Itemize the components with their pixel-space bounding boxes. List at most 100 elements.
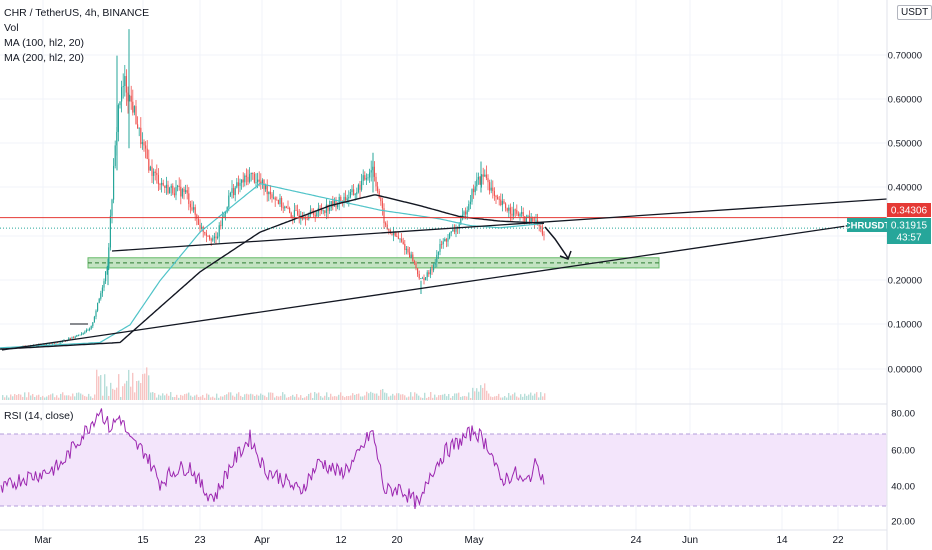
candle-body <box>210 238 212 241</box>
candle-body <box>330 201 332 208</box>
volume-bar <box>124 383 126 400</box>
currency-unit-button[interactable]: USDT <box>897 5 932 20</box>
candle-body <box>361 180 363 190</box>
candle-body <box>441 244 443 245</box>
candle-body <box>329 207 331 211</box>
candle-body <box>356 192 358 195</box>
candle-body <box>375 176 377 187</box>
candle-body <box>306 218 308 220</box>
volume-bar <box>448 394 450 400</box>
volume-bar <box>72 393 74 400</box>
candle-body <box>516 210 518 214</box>
time-tick-label: Apr <box>254 535 270 546</box>
volume-bar <box>44 397 46 400</box>
rsi-title[interactable]: RSI (14, close) <box>4 410 74 422</box>
candle-body <box>82 333 84 335</box>
last-price-tag: 0.34306 <box>891 206 928 217</box>
candle-body <box>253 174 255 183</box>
indicator-vol[interactable]: Vol <box>4 22 19 34</box>
candle-body <box>394 231 396 236</box>
candle-body <box>493 191 495 196</box>
candle-body <box>50 343 52 344</box>
candle-body <box>117 105 119 132</box>
symbol-title[interactable]: CHR / TetherUS, 4h, BINANCE <box>4 7 150 19</box>
candle-body <box>362 175 364 181</box>
volume-bar <box>486 390 488 400</box>
time-tick-label: Jun <box>682 535 698 546</box>
candle-body <box>412 254 414 262</box>
volume-bar <box>368 393 370 400</box>
candle-body <box>273 197 275 199</box>
volume-bar <box>68 395 70 400</box>
volume-bar <box>88 393 90 400</box>
volume-bar <box>544 393 546 400</box>
price-tags: 0.34306 CHRUSDT 0.31915 43:57 <box>844 203 931 244</box>
volume-bar <box>474 391 476 400</box>
candle-body <box>538 225 540 227</box>
candle-body <box>258 179 260 182</box>
volume-bar <box>534 393 536 400</box>
volume-bar <box>116 387 118 400</box>
candle-body <box>449 233 451 239</box>
volume-bar <box>364 395 366 400</box>
candle-body <box>509 207 511 214</box>
candle-body <box>215 236 217 239</box>
candle-body <box>543 234 545 236</box>
volume-bar <box>32 393 34 400</box>
volume-bar <box>30 395 32 400</box>
volume-bar <box>144 373 146 400</box>
volume-bar <box>470 397 472 400</box>
candle-body <box>122 86 124 88</box>
volume-bar <box>188 392 190 400</box>
candle-body <box>527 215 529 218</box>
candle-body <box>145 145 147 149</box>
volume-bar <box>360 396 362 400</box>
volume-bar <box>84 396 86 400</box>
volume-bar <box>304 397 306 400</box>
volume-bar <box>382 388 384 400</box>
candle-body <box>530 217 532 224</box>
volume-bar <box>500 397 502 400</box>
volume-bar <box>210 397 212 400</box>
volume-bar <box>266 397 268 400</box>
candle-body <box>119 101 121 106</box>
candle-body <box>428 272 430 275</box>
volume-bar <box>404 395 406 400</box>
candle-body <box>167 184 169 194</box>
candle-body <box>45 343 47 345</box>
candle-body <box>193 207 195 210</box>
candle-body <box>237 182 239 186</box>
volume-bar <box>446 396 448 400</box>
candle-body <box>140 127 142 145</box>
candle-body <box>471 188 473 202</box>
candle-body <box>437 251 439 255</box>
candle-body <box>229 192 231 196</box>
rsi-line <box>0 408 545 510</box>
volume-bar <box>412 396 414 400</box>
volume-bar <box>82 394 84 400</box>
volume-bar <box>270 392 272 400</box>
candle-body <box>266 184 268 195</box>
volume-bar <box>280 395 282 400</box>
volume-bar <box>460 396 462 400</box>
candle-body <box>281 198 283 208</box>
candle-body <box>321 208 323 211</box>
volume-bar <box>434 394 436 400</box>
candle-body <box>175 187 177 196</box>
candle-body <box>236 182 238 188</box>
candle-body <box>460 218 462 225</box>
volume-bar <box>400 394 402 400</box>
volume-bar <box>56 395 58 400</box>
volume-bar <box>184 394 186 400</box>
candle-body <box>513 209 515 216</box>
lower-trendline <box>1 219 888 351</box>
indicator-ma200[interactable]: MA (200, hl2, 20) <box>4 52 84 64</box>
volume-bar <box>502 397 504 400</box>
current-price-tag-bg <box>887 218 931 244</box>
candle-body <box>249 174 251 182</box>
candle-body <box>109 215 111 248</box>
volume-bar <box>322 397 324 400</box>
candle-body <box>501 201 503 205</box>
indicator-ma100[interactable]: MA (100, hl2, 20) <box>4 37 84 49</box>
